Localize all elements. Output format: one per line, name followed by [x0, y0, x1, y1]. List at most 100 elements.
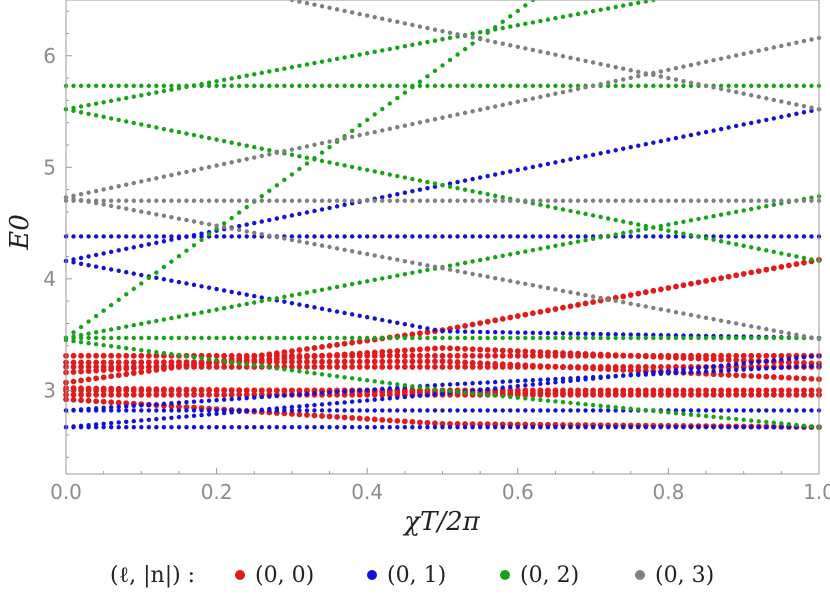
data-point: [342, 335, 347, 341]
data-point: [447, 30, 453, 35]
data-point: [485, 329, 490, 335]
data-point: [590, 83, 596, 88]
data-point: [154, 416, 159, 422]
data-point: [334, 374, 340, 379]
data-point: [590, 365, 596, 372]
data-point: [176, 403, 182, 410]
data-point: [485, 173, 490, 179]
data-point: [206, 357, 212, 362]
data-point: [425, 118, 430, 124]
data-point: [666, 137, 671, 142]
y-tick-label: 5: [43, 155, 56, 179]
data-point: [500, 170, 505, 176]
data-point: [470, 198, 475, 203]
data-point: [176, 353, 182, 358]
data-point: [169, 315, 174, 321]
data-point: [703, 129, 709, 135]
data-point: [666, 371, 671, 376]
data-point: [454, 364, 461, 370]
data-point: [455, 381, 460, 387]
data-point: [447, 358, 453, 365]
data-point: [169, 128, 174, 133]
data-point: [244, 335, 249, 341]
data-point: [778, 263, 785, 270]
data-point: [342, 136, 347, 141]
data-point: [681, 311, 686, 316]
data-point: [681, 78, 686, 84]
data-point: [131, 418, 136, 424]
data-point: [93, 406, 99, 411]
data-point: [575, 57, 581, 62]
data-point: [537, 308, 544, 315]
data-point: [124, 424, 129, 430]
data-point: [749, 234, 754, 239]
data-point: [184, 281, 189, 286]
data-point: [236, 391, 243, 398]
data-point: [131, 207, 136, 213]
data-point: [304, 290, 310, 295]
data-point: [749, 245, 754, 250]
data-point: [598, 335, 603, 341]
data-point: [206, 285, 212, 290]
data-point: [124, 292, 129, 297]
data-point: [387, 193, 392, 198]
data-point: [93, 83, 99, 89]
data-point: [402, 90, 408, 95]
data-point: [71, 330, 76, 335]
data-point: [417, 261, 423, 267]
data-point: [266, 358, 273, 365]
data-point: [560, 399, 566, 405]
data-point: [582, 351, 589, 357]
data-point: [643, 198, 649, 203]
data-point: [282, 424, 287, 430]
data-point: [770, 352, 777, 359]
data-point: [455, 424, 460, 430]
data-point: [402, 258, 408, 264]
data-point: [349, 198, 355, 203]
data-point: [696, 234, 701, 239]
data-point: [387, 172, 392, 177]
data-point: [500, 385, 505, 390]
data-point: [154, 176, 159, 181]
data-point: [809, 354, 814, 359]
data-point: [401, 352, 408, 359]
data-point: [801, 110, 807, 115]
data-point: [386, 352, 393, 359]
data-point: [78, 377, 84, 384]
data-point: [538, 424, 543, 430]
data-point: [184, 217, 189, 223]
data-point: [794, 422, 799, 428]
data-point: [583, 85, 588, 90]
data-point: [184, 400, 189, 405]
data-point: [206, 412, 212, 417]
data-point: [236, 409, 242, 414]
data-point: [598, 424, 603, 430]
data-point: [289, 408, 295, 413]
data-point: [529, 352, 536, 359]
data-point: [538, 163, 543, 168]
data-point: [718, 239, 724, 244]
data-point: [432, 27, 438, 32]
data-point: [297, 424, 302, 430]
data-point: [755, 387, 762, 394]
x-axis-title: χT/2π: [402, 507, 480, 537]
data-point: [500, 25, 505, 31]
data-point: [432, 184, 438, 189]
data-point: [357, 234, 362, 239]
data-point: [191, 243, 197, 248]
data-point: [395, 273, 400, 278]
data-point: [560, 288, 566, 294]
data-point: [259, 394, 264, 400]
data-point: [274, 234, 280, 240]
data-point: [764, 96, 769, 101]
data-point: [771, 424, 777, 430]
data-point: [636, 69, 641, 75]
data-point: [794, 254, 799, 259]
data-point: [500, 394, 505, 399]
data-point: [545, 330, 551, 336]
data-point: [267, 198, 272, 203]
data-point: [154, 402, 159, 407]
data-point: [289, 387, 295, 394]
data-point: [191, 234, 197, 239]
data-point: [658, 234, 664, 239]
